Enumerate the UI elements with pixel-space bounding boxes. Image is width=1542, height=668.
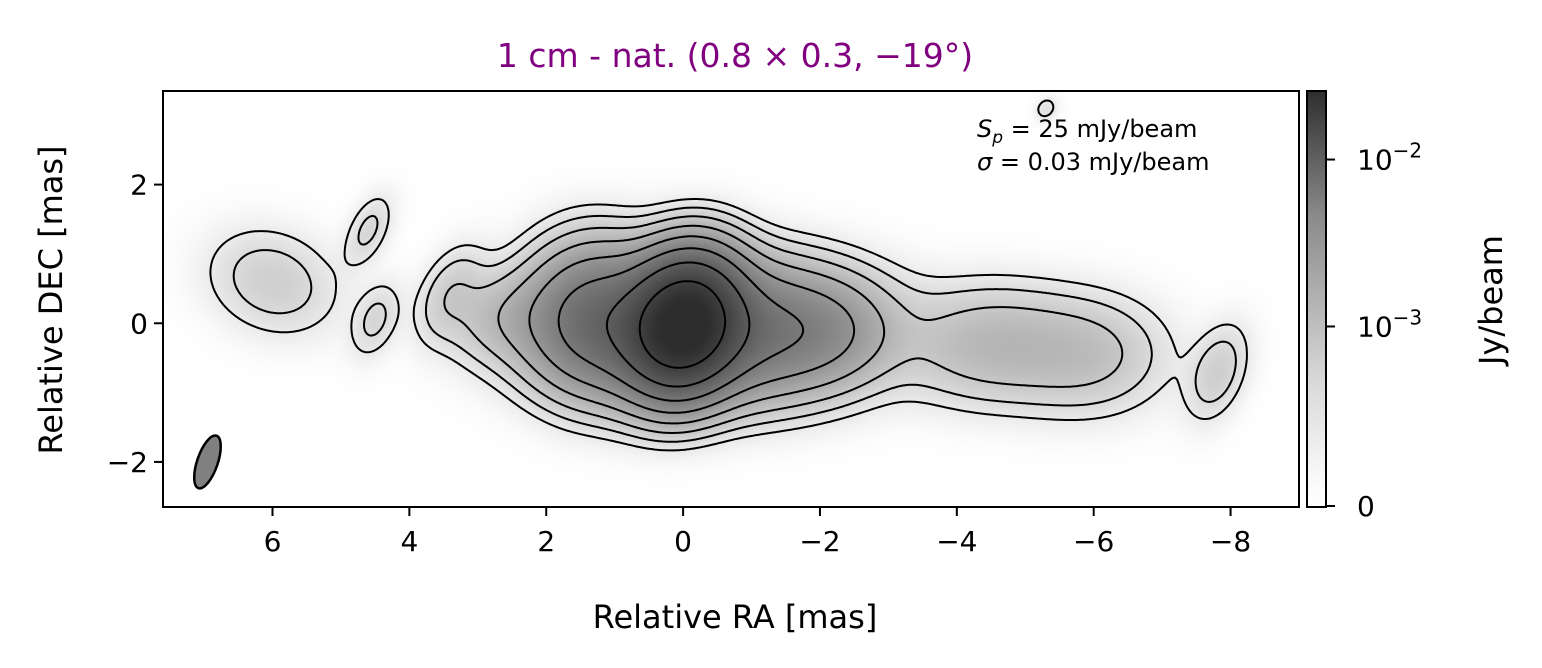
contour-lines <box>209 99 1248 452</box>
colorbar-tick-label: 0 <box>1357 490 1375 523</box>
beam-shape <box>192 434 222 490</box>
contour-level <box>443 215 1124 434</box>
colorbar-gradient <box>1306 90 1327 508</box>
colorbar: 10−2 10−3 0 Jy/beam <box>1306 90 1510 523</box>
contour-level <box>209 99 1248 452</box>
plot-area <box>162 90 1300 508</box>
noise-value: = 0.03 mJy/beam <box>992 148 1209 176</box>
x-tick-label: 2 <box>537 525 555 558</box>
y-axis: 2 0 −2 <box>107 169 163 479</box>
y-tick-label: −2 <box>107 446 148 479</box>
peak-value: = 25 mJy/beam <box>1003 115 1197 143</box>
x-tick-label: 6 <box>264 525 282 558</box>
colorbar-ticks: 10−2 10−3 0 <box>1326 139 1422 523</box>
chart-title: 1 cm - nat. (0.8 × 0.3, −19°) <box>497 36 973 75</box>
beam-ellipse <box>192 434 222 490</box>
y-tick-label: 2 <box>130 169 148 202</box>
x-tick-label: 0 <box>674 525 692 558</box>
contour-level <box>528 235 856 414</box>
noise-symbol: σ <box>977 148 993 176</box>
y-tick-label: 0 <box>130 307 148 340</box>
peak-symbol: S <box>977 115 992 143</box>
contour-level <box>497 224 886 425</box>
colorbar-label: Jy/beam <box>1472 235 1510 367</box>
noise-annotation: σ = 0.03 mJy/beam <box>977 148 1209 176</box>
x-axis: 6 4 2 0 −2 −4 −6 −8 <box>264 507 1251 558</box>
peak-annotation: Sp = 25 mJy/beam <box>977 115 1197 148</box>
x-axis-label: Relative RA [mas] <box>593 598 878 636</box>
x-tick-label: −6 <box>1073 525 1114 558</box>
contour-level <box>557 247 805 402</box>
plot-frame <box>162 90 1300 508</box>
x-tick-label: −8 <box>1210 525 1251 558</box>
colorbar-tick-label: 10−2 <box>1357 139 1422 177</box>
y-axis-label: Relative DEC [mas] <box>32 145 70 454</box>
contour-level <box>232 206 1237 443</box>
x-tick-label: −2 <box>799 525 840 558</box>
contour-level <box>605 261 751 388</box>
colorbar-tick-label: 10−3 <box>1357 305 1422 343</box>
heatmap-image <box>163 91 1299 507</box>
x-tick-label: 4 <box>400 525 418 558</box>
peak-subscript: p <box>991 128 1003 148</box>
x-tick-label: −4 <box>936 525 977 558</box>
contour-level <box>638 280 727 369</box>
